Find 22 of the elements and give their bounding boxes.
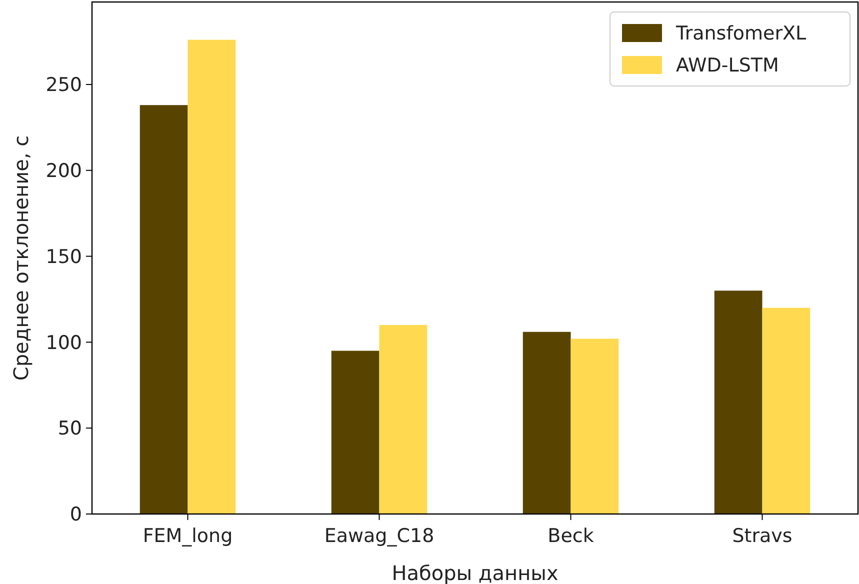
bar — [331, 350, 380, 514]
bar — [140, 105, 188, 514]
bar — [570, 338, 619, 514]
legend-label: TransfomerXL — [675, 22, 807, 45]
y-tick-label: 250 — [46, 74, 82, 96]
y-tick-label: 0 — [70, 504, 82, 526]
x-tick-label: Eawag_C18 — [324, 525, 434, 547]
x-tick-label: Stravs — [732, 525, 792, 547]
y-tick-label: 100 — [46, 332, 82, 354]
x-axis-title: Наборы данных — [392, 561, 558, 584]
legend-label: AWD-LSTM — [676, 54, 779, 77]
bar — [714, 290, 762, 514]
bar — [522, 332, 571, 514]
y-axis-title: Среднее отклонение, с — [9, 135, 33, 381]
x-tick-label: FEM_long — [142, 525, 233, 547]
y-tick-label: 150 — [46, 246, 82, 268]
bar — [188, 40, 236, 514]
y-tick-label: 200 — [46, 160, 82, 182]
x-tick-label: Beck — [548, 525, 594, 547]
bar — [379, 325, 428, 514]
y-tick-label: 50 — [58, 418, 82, 440]
bar — [762, 308, 810, 514]
